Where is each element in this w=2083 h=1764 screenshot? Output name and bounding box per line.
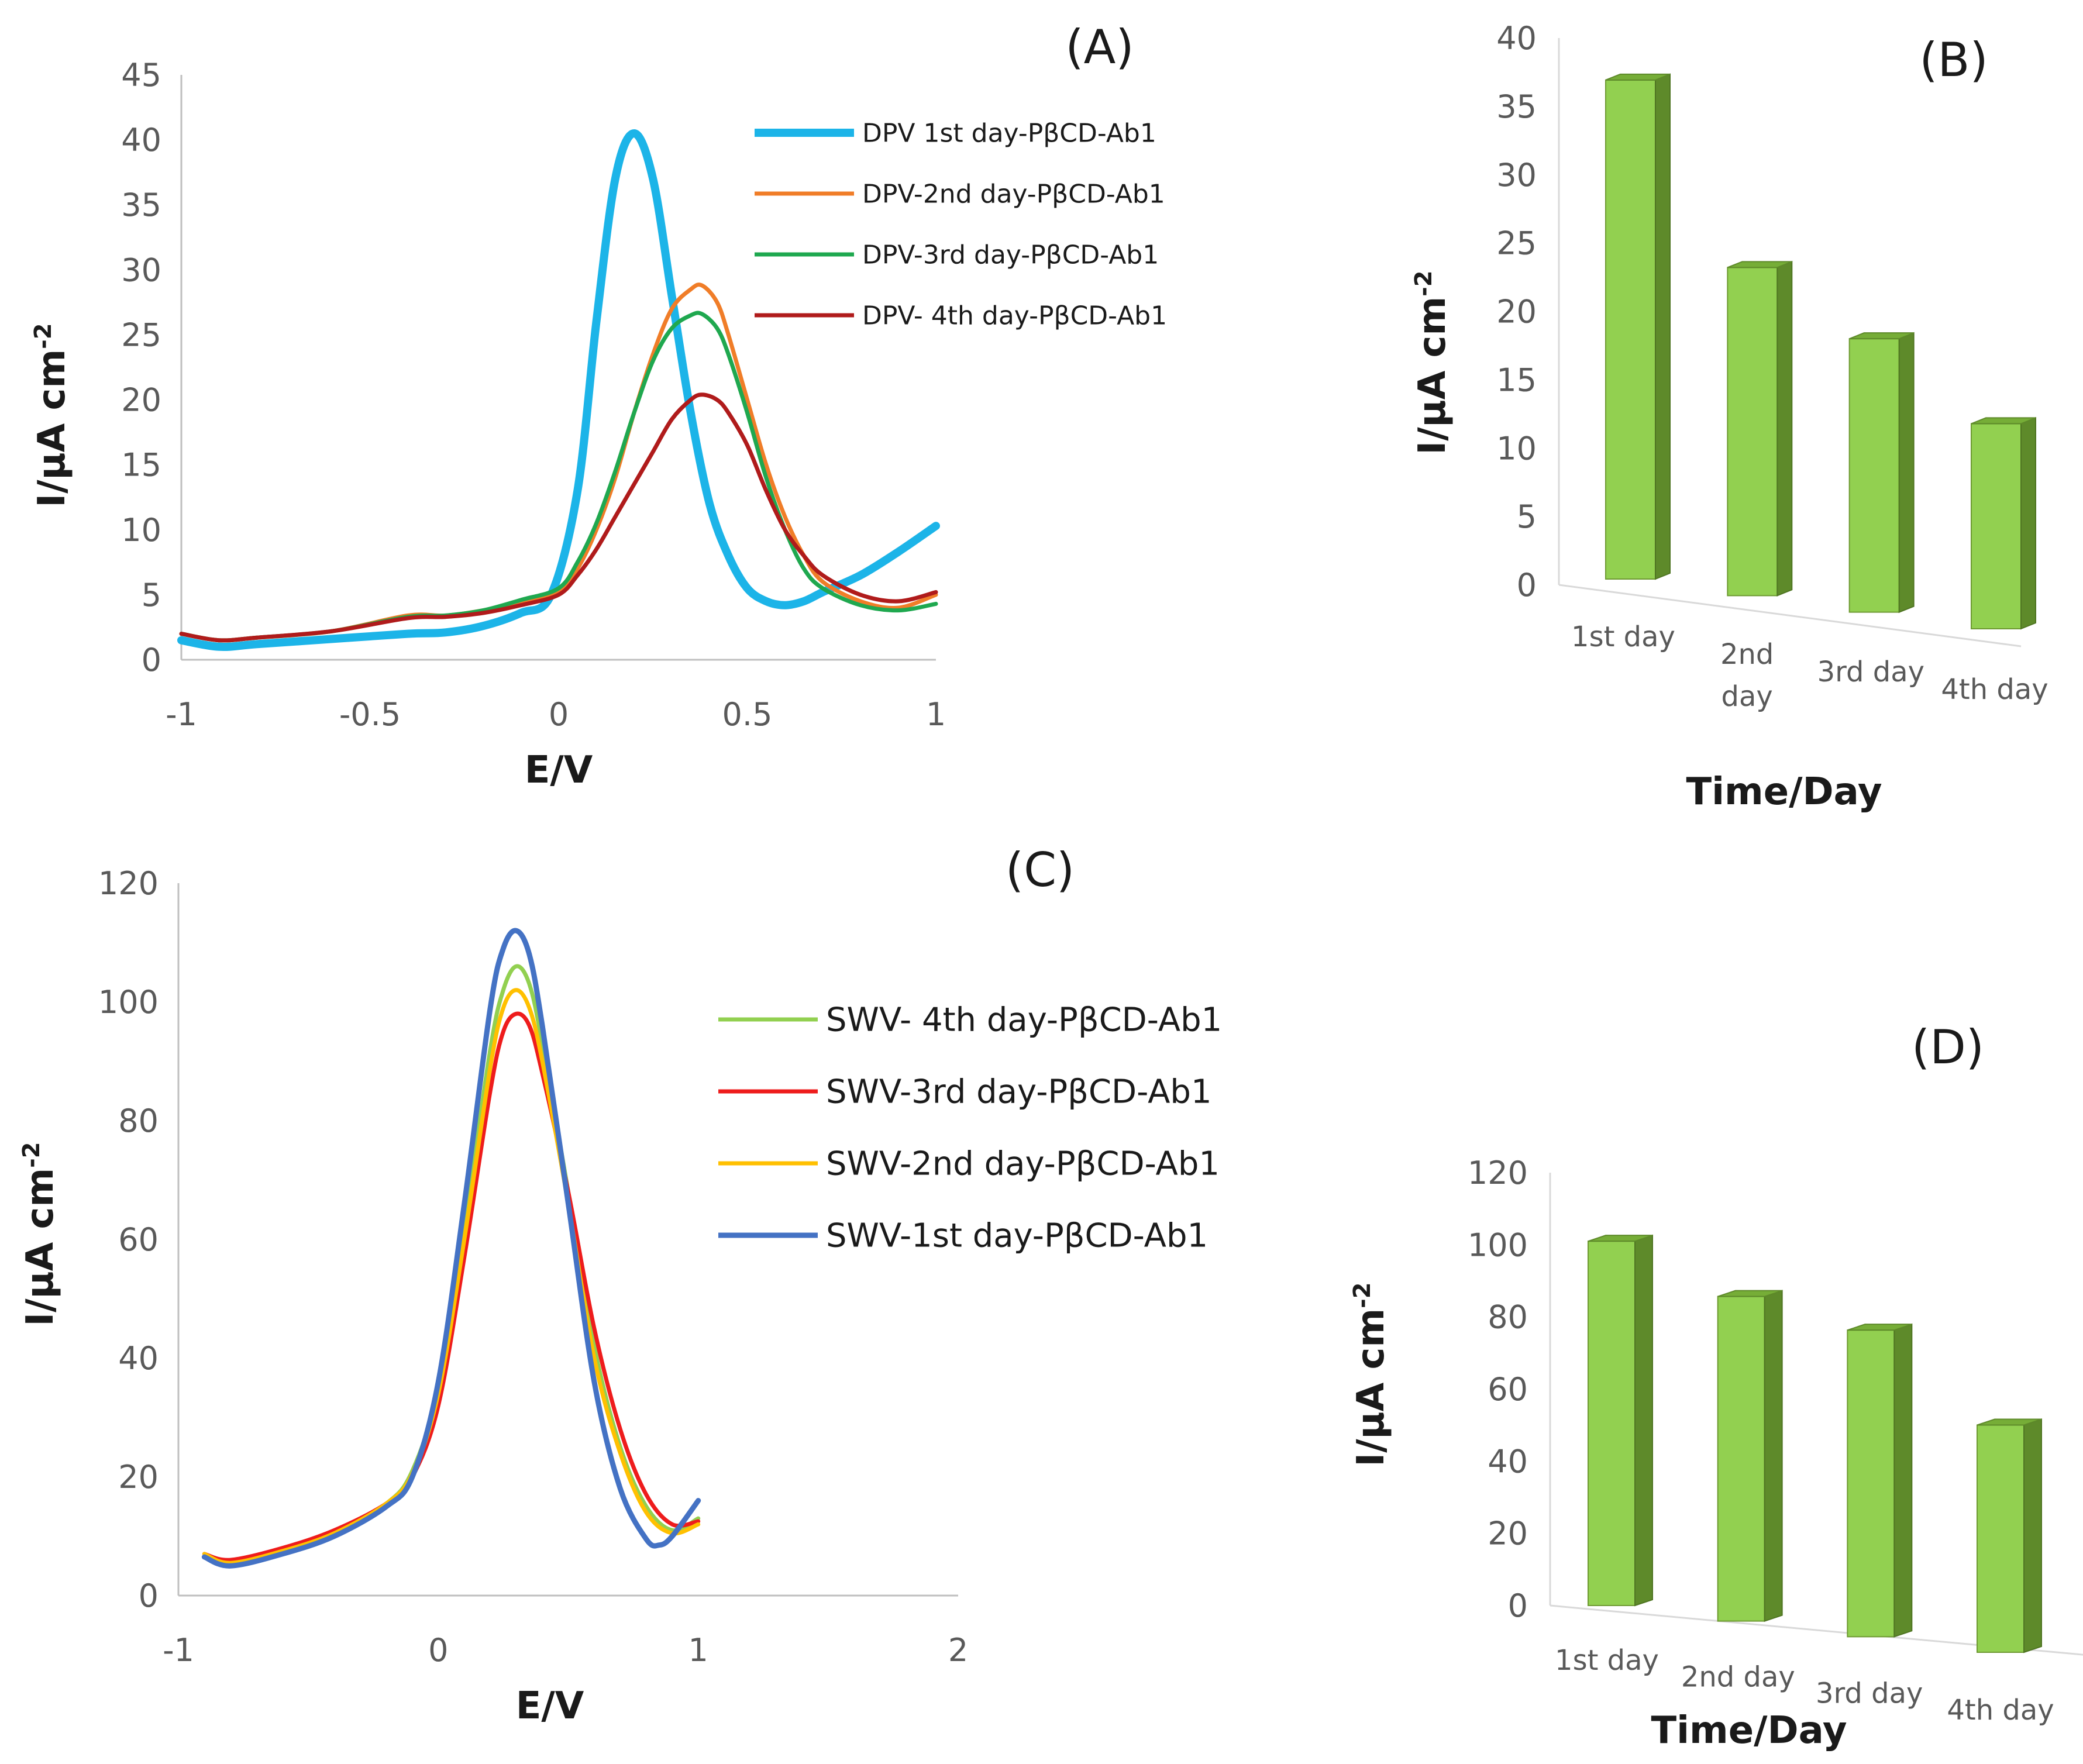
panel-a-ylabel: I/μA cm-2 xyxy=(30,323,74,507)
panel-a-y-tick: 20 xyxy=(121,382,161,419)
panel-d-bar-2 xyxy=(1717,1290,1783,1622)
panel-a-legend-label-1: DPV 1st day-PβCD-Ab1 xyxy=(862,118,1156,148)
panel-a-legend-label-2: DPV-2nd day-PβCD-Ab1 xyxy=(862,179,1165,209)
panel-b-y-tick: 10 xyxy=(1496,430,1537,467)
panel-c-series-line-3 xyxy=(202,988,701,1565)
panel-d-swv-bar-chart: 0 20 40 60 80 100 120 1st day 2nd day 3rd day 4th… xyxy=(1349,1020,2083,1752)
panel-b-category-label-3: 3rd day xyxy=(1817,656,1924,688)
panel-b-category-label-2: 2nd day xyxy=(1720,638,1774,713)
panel-b-bar-1 xyxy=(1605,73,1671,580)
panel-d-y-tick: 100 xyxy=(1468,1226,1528,1263)
panel-a-series-line-4 xyxy=(179,392,938,643)
panel-a-y-tick: 10 xyxy=(121,512,161,549)
panel-c-x-tick: 0 xyxy=(428,1632,448,1669)
panel-b-y-tick: 40 xyxy=(1496,20,1537,57)
panel-c-legend-label-1: SWV- 4th day-PβCD-Ab1 xyxy=(826,1001,1222,1039)
panel-b-category-label-4: 4th day xyxy=(1941,673,2048,706)
panel-a-legend-label-4: DPV- 4th day-PβCD-Ab1 xyxy=(862,301,1167,330)
panel-a-y-tick: 25 xyxy=(121,316,161,353)
panel-b-xlabel: Time/Day xyxy=(1686,770,1882,814)
panel-c-x-tick: 1 xyxy=(688,1632,708,1669)
panel-d-y-tick: 20 xyxy=(1488,1515,1528,1552)
panel-d-y-tick: 80 xyxy=(1488,1299,1528,1336)
panel-b-y-tick: 25 xyxy=(1496,225,1537,262)
panel-label-a: (A) xyxy=(1065,20,1134,74)
panel-c-series-line-1 xyxy=(202,964,701,1565)
panel-b-y-tick: 35 xyxy=(1496,88,1537,125)
panel-c-legend-label-3: SWV-2nd day-PβCD-Ab1 xyxy=(826,1145,1220,1183)
panel-b-y-tick: 0 xyxy=(1517,567,1537,604)
panel-b-y-tick: 30 xyxy=(1496,157,1537,194)
panel-d-xlabel: Time/Day xyxy=(1651,1709,1847,1752)
panel-b-y-tick: 20 xyxy=(1496,294,1537,330)
panel-label-d: (D) xyxy=(1912,1020,1984,1074)
panel-a-legend-label-3: DPV-3rd day-PβCD-Ab1 xyxy=(862,240,1159,270)
panel-b-bar-2 xyxy=(1727,260,1793,597)
panel-b-y-tick: 15 xyxy=(1496,361,1537,398)
panel-a-x-tick: -1 xyxy=(166,696,197,733)
panel-a-y-tick: 0 xyxy=(142,642,161,678)
panel-a-series-line-1 xyxy=(177,129,940,652)
panel-a-dpv-chart: 0 5 10 15 20 25 30 35 40 45 -1 -0.5 0 0.5 1 DPV 1st da… xyxy=(30,20,1167,792)
panel-a-x-tick: 1 xyxy=(926,696,946,733)
panel-d-y-tick: 60 xyxy=(1488,1371,1528,1408)
panel-a-x-tick: 0 xyxy=(549,696,569,733)
panel-b-ylabel: I/μA cm-2 xyxy=(1410,270,1454,454)
panel-c-y-tick: 120 xyxy=(98,865,159,902)
panel-d-ylabel: I/μA cm-2 xyxy=(1349,1282,1393,1466)
panel-a-y-tick: 5 xyxy=(142,577,161,614)
panel-b-x-axis xyxy=(1558,584,2022,647)
panel-a-y-tick: 40 xyxy=(121,122,161,159)
panel-label-b: (B) xyxy=(1919,33,1988,87)
panel-c-y-tick: 60 xyxy=(118,1221,159,1258)
panel-d-bar-4 xyxy=(1977,1418,2042,1653)
panel-d-bar-3 xyxy=(1847,1323,1913,1638)
panel-c-legend-label-2: SWV-3rd day-PβCD-Ab1 xyxy=(826,1073,1212,1111)
panel-b-bar-4 xyxy=(1971,416,2036,630)
panel-d-y-tick: 0 xyxy=(1508,1587,1528,1624)
panel-a-y-tick: 30 xyxy=(121,251,161,288)
panel-d-category-label-3: 3rd day xyxy=(1816,1677,1923,1710)
panel-d-category-label-2: 2nd day xyxy=(1681,1660,1795,1693)
panel-c-x-tick: -1 xyxy=(163,1632,194,1669)
panel-b-bar-3 xyxy=(1848,332,1915,614)
panel-a-y-tick: 45 xyxy=(121,57,161,94)
panel-c-y-tick: 100 xyxy=(98,984,159,1021)
panel-a-y-tick: 35 xyxy=(121,187,161,223)
panel-c-xlabel: E/V xyxy=(516,1684,584,1728)
panel-a-xlabel: E/V xyxy=(525,749,593,792)
panel-label-c: (C) xyxy=(1006,843,1075,897)
panel-d-bar-1 xyxy=(1588,1234,1653,1607)
panel-c-legend-label-4: SWV-1st day-PβCD-Ab1 xyxy=(826,1217,1208,1255)
panel-b-y-tick: 5 xyxy=(1517,498,1537,535)
panel-d-y-tick: 120 xyxy=(1468,1155,1528,1191)
panel-d-y-tick: 40 xyxy=(1488,1443,1528,1480)
panel-c-y-tick: 20 xyxy=(118,1459,159,1496)
panel-a-x-tick: 0.5 xyxy=(722,696,773,733)
panel-c-y-tick: 0 xyxy=(139,1577,159,1614)
panel-a-y-tick: 15 xyxy=(121,447,161,484)
panel-c-ylabel: I/μA cm-2 xyxy=(18,1142,62,1326)
panel-b-dpv-bar-chart: 0 5 10 15 20 25 30 35 40 1st day 2nd day 3rd day 4th… xyxy=(1410,20,2048,814)
panel-d-category-label-1: 1st day xyxy=(1555,1644,1659,1677)
panel-c-y-tick: 40 xyxy=(118,1340,159,1377)
panel-b-category-label-1: 1st day xyxy=(1571,621,1675,653)
panel-c-x-tick: 2 xyxy=(948,1632,968,1669)
panel-c-series-line-4 xyxy=(201,928,701,1569)
panel-c-y-tick: 80 xyxy=(118,1102,159,1139)
panel-d-category-label-4: 4th day xyxy=(1947,1694,2054,1727)
panel-a-x-tick: -0.5 xyxy=(339,696,401,733)
